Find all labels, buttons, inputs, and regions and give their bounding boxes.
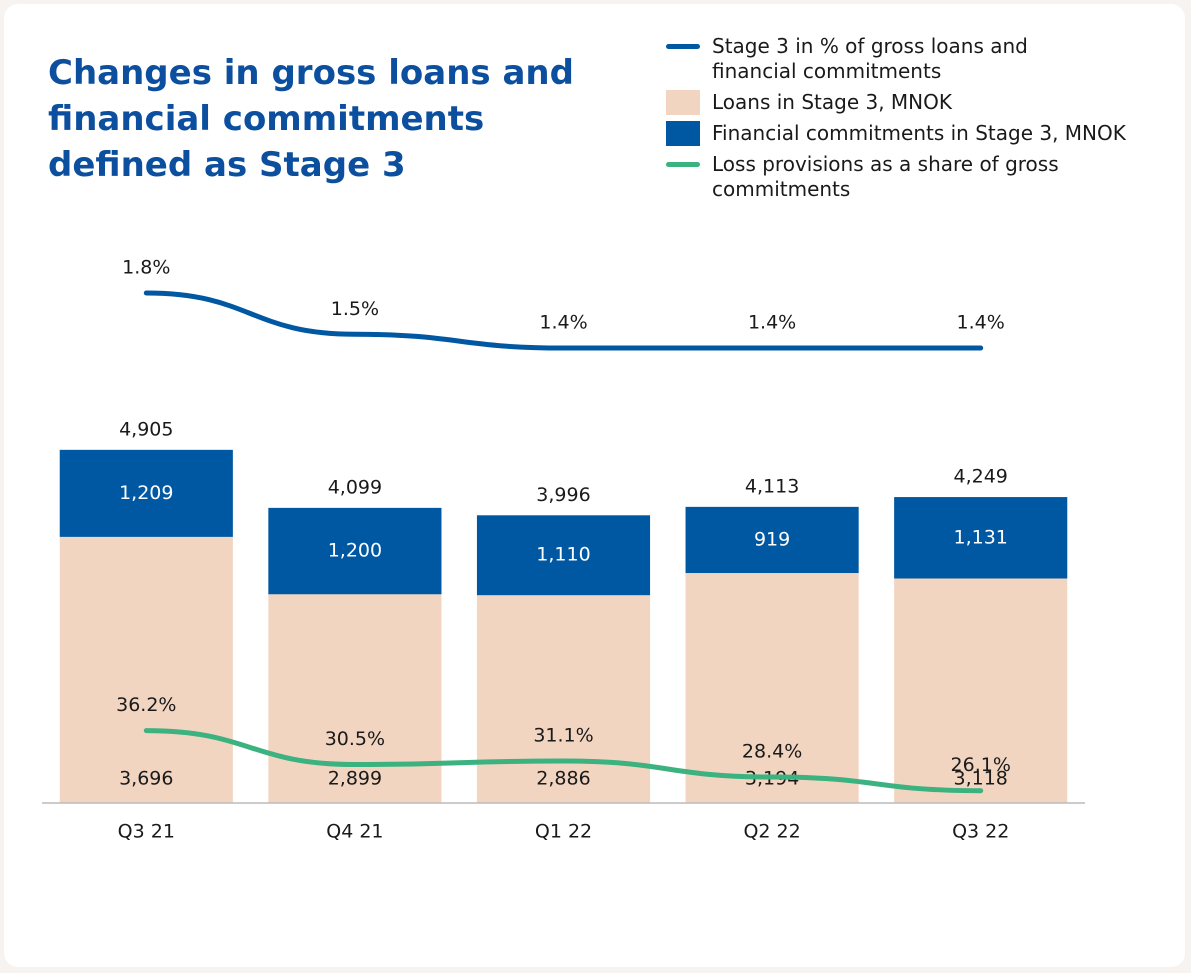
bar-value-label: 1,131 <box>953 526 1007 548</box>
bar-segment <box>894 578 1068 803</box>
total-label: 4,099 <box>328 476 382 498</box>
legend-item: Financial commitments in Stage 3, MNOK <box>666 121 1126 146</box>
line-value-label: 1.4% <box>957 312 1005 334</box>
line-value-label: 26.1% <box>951 754 1011 776</box>
line <box>143 728 984 794</box>
x-tick-label: Q1 22 <box>535 821 592 843</box>
bar-value-label: 1,200 <box>328 540 382 562</box>
bar-segment <box>59 449 233 537</box>
line <box>143 290 984 351</box>
chart-title: Changes in gross loans and financial com… <box>48 53 574 185</box>
total-label: 4,113 <box>745 475 799 497</box>
legend-swatch <box>666 162 700 167</box>
bar-segment <box>268 507 442 595</box>
line-value-label: 1.4% <box>748 312 796 334</box>
bar-segment <box>476 515 651 596</box>
bar-value-label: 1,209 <box>119 482 173 504</box>
bar-value-label: 919 <box>754 528 790 550</box>
line-value-label: 31.1% <box>533 724 593 746</box>
total-label: 4,249 <box>953 466 1007 488</box>
bar-segment <box>476 595 651 803</box>
bar-value-label: 2,886 <box>536 768 590 790</box>
x-tick-label: Q3 22 <box>952 821 1009 843</box>
bar-segment <box>59 536 233 803</box>
legend-item: Stage 3 in % of gross loans and financia… <box>666 34 1126 84</box>
bar-segment <box>268 594 442 803</box>
legend-swatch <box>666 44 700 49</box>
legend: Stage 3 in % of gross loans and financia… <box>666 34 1126 208</box>
total-label: 3,996 <box>536 484 590 506</box>
bar-segment <box>685 506 859 574</box>
legend-label: Stage 3 in % of gross loans and financia… <box>712 34 1028 83</box>
bar-value-label: 1,110 <box>536 544 590 566</box>
legend-item: Loss provisions as a share of gross comm… <box>666 152 1126 202</box>
legend-label: Loss provisions as a share of gross comm… <box>712 152 1059 201</box>
legend-label: Loans in Stage 3, MNOK <box>712 90 952 114</box>
x-tick-label: Q3 21 <box>118 821 175 843</box>
x-tick-label: Q2 22 <box>743 821 800 843</box>
legend-swatch <box>666 121 700 146</box>
line-value-label: 1.4% <box>539 312 587 334</box>
bar-segment <box>894 497 1068 579</box>
x-tick-label: Q4 21 <box>326 821 383 843</box>
bar-value-label: 3,696 <box>119 768 173 790</box>
legend-label: Financial commitments in Stage 3, MNOK <box>712 121 1126 145</box>
line-value-label: 28.4% <box>742 741 802 763</box>
total-label: 4,905 <box>119 418 173 440</box>
bar-value-label: 2,899 <box>328 768 382 790</box>
line-value-label: 1.8% <box>122 257 170 279</box>
legend-item: Loans in Stage 3, MNOK <box>666 90 1126 115</box>
bar-value-label: 3,118 <box>953 768 1007 790</box>
legend-swatch <box>666 90 700 115</box>
line-value-label: 1.5% <box>331 298 379 320</box>
line-value-label: 30.5% <box>325 728 385 750</box>
line-value-label: 36.2% <box>116 694 176 716</box>
bar-segment <box>685 573 859 803</box>
